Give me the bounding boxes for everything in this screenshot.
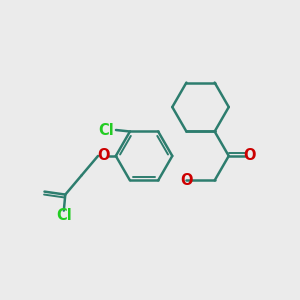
Text: O: O xyxy=(244,148,256,164)
Text: Cl: Cl xyxy=(98,122,114,137)
Text: Cl: Cl xyxy=(56,208,72,224)
Text: O: O xyxy=(180,173,193,188)
Text: O: O xyxy=(97,148,110,164)
